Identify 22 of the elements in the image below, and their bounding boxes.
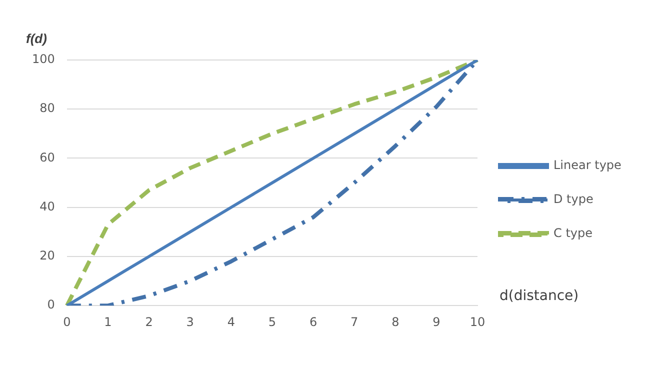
legend-label: C type [554,226,592,240]
x-tick-label: 8 [392,314,400,329]
x-tick-label: 6 [309,314,318,329]
y-tick-label: 0 [47,298,55,312]
x-tick-label: 4 [227,314,235,329]
y-axis-title: f(d) [26,31,47,46]
y-tick-label: 20 [40,248,55,263]
x-tick-label: 7 [350,314,358,329]
x-tick-label: 0 [63,314,71,329]
y-tick-label: 60 [40,150,55,164]
x-tick-label: 3 [186,314,194,329]
y-tick-label: 100 [32,52,55,66]
x-tick-label: 10 [470,314,486,329]
y-tick-label: 40 [40,199,55,214]
x-tick-label: 5 [268,314,276,329]
x-tick-label: 9 [432,314,440,329]
x-tick-label: 1 [104,314,112,329]
y-tick-label: 80 [40,101,55,116]
legend-label: Linear type [554,158,622,172]
x-tick-label: 2 [145,314,153,329]
x-axis-title: d(distance) [500,288,579,304]
legend-label: D type [554,192,594,206]
